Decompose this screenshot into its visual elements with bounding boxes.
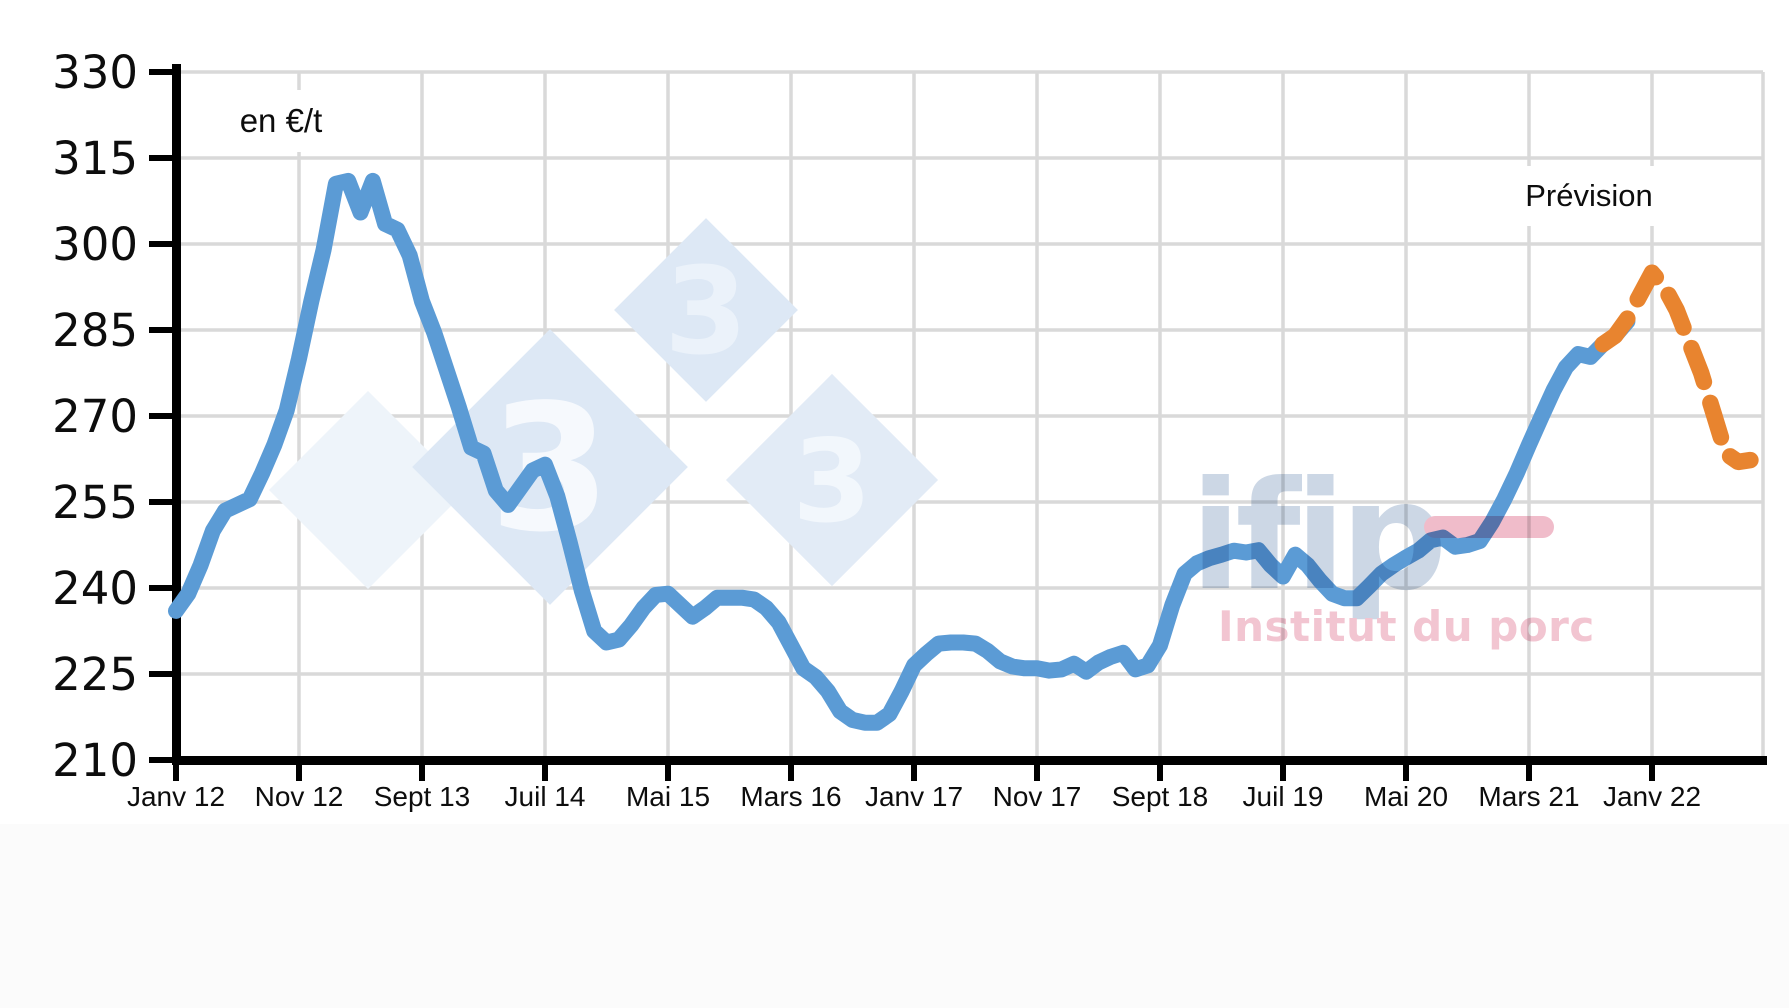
- price-line: [168, 172, 1636, 731]
- y-tick: [149, 241, 176, 247]
- forecast-label: Prévision: [1508, 166, 1670, 226]
- unit-label: en €/t: [192, 90, 370, 152]
- x-tick: [911, 756, 917, 781]
- x-axis-label: Janv 12: [127, 781, 225, 812]
- x-axis-label: Sept 13: [374, 781, 471, 812]
- x-axis-label: Nov 17: [993, 781, 1082, 812]
- y-tick: [149, 585, 176, 591]
- x-tick: [1526, 756, 1532, 781]
- footer-strip: [0, 824, 1789, 1008]
- ifip-logo-text: ifip: [1190, 450, 1441, 624]
- x-tick: [173, 756, 179, 781]
- x-tick: [1403, 756, 1409, 781]
- y-tick: [149, 155, 176, 161]
- unit-label-text: en €/t: [239, 102, 323, 139]
- x-tick: [296, 756, 302, 781]
- forecast-label-text: Prévision: [1525, 178, 1653, 213]
- x-axis-label: Juil 19: [1243, 781, 1324, 812]
- x-tick: [1649, 756, 1655, 781]
- y-axis-label: 315: [52, 132, 138, 185]
- y-tick: [149, 327, 176, 333]
- y-axis-label: 255: [52, 476, 138, 529]
- x-axis-label: Janv 17: [865, 781, 963, 812]
- x-tick: [1280, 756, 1286, 781]
- x-axis-label: Mars 16: [740, 781, 841, 812]
- x-tick: [1034, 756, 1040, 781]
- x-axis-line: [172, 756, 1767, 765]
- y-tick: [149, 69, 176, 75]
- y-axis-label: 300: [52, 218, 138, 271]
- y-axis-label: 270: [52, 390, 138, 443]
- x-tick: [665, 756, 671, 781]
- x-axis-label: Juil 14: [505, 781, 586, 812]
- x-tick: [1157, 756, 1163, 781]
- y-axis-label: 330: [52, 46, 138, 99]
- y-axis-line: [172, 64, 181, 765]
- ifip-logo-dash: [1424, 516, 1554, 538]
- x-tick: [542, 756, 548, 781]
- x-tick: [788, 756, 794, 781]
- x-axis-label: Mai 20: [1364, 781, 1448, 812]
- x-axis-label: Nov 12: [255, 781, 344, 812]
- y-axis-label: 225: [52, 648, 138, 701]
- x-axis-label: Janv 22: [1603, 781, 1701, 812]
- y-tick: [149, 671, 176, 677]
- y-tick: [149, 413, 176, 419]
- x-axis-label: Mars 21: [1478, 781, 1579, 812]
- y-axis-label: 285: [52, 304, 138, 357]
- watermark-three: 3: [664, 243, 748, 382]
- y-tick: [149, 499, 176, 505]
- y-axis-label: 240: [52, 562, 138, 615]
- axes: [149, 64, 1767, 781]
- y-tick: [149, 757, 176, 763]
- x-tick: [419, 756, 425, 781]
- x-axis-label: Sept 18: [1112, 781, 1209, 812]
- watermark-diamond: [614, 218, 798, 402]
- ifip-subtitle-text: Institut du porc: [1218, 602, 1595, 651]
- x-axis-label: Mai 15: [626, 781, 710, 812]
- y-axis-label: 210: [52, 734, 138, 787]
- watermark-diamond: [269, 391, 467, 589]
- watermark-three: 3: [792, 415, 871, 548]
- watermark-diamonds: 333: [269, 218, 939, 605]
- forecast-line: [1594, 264, 1759, 471]
